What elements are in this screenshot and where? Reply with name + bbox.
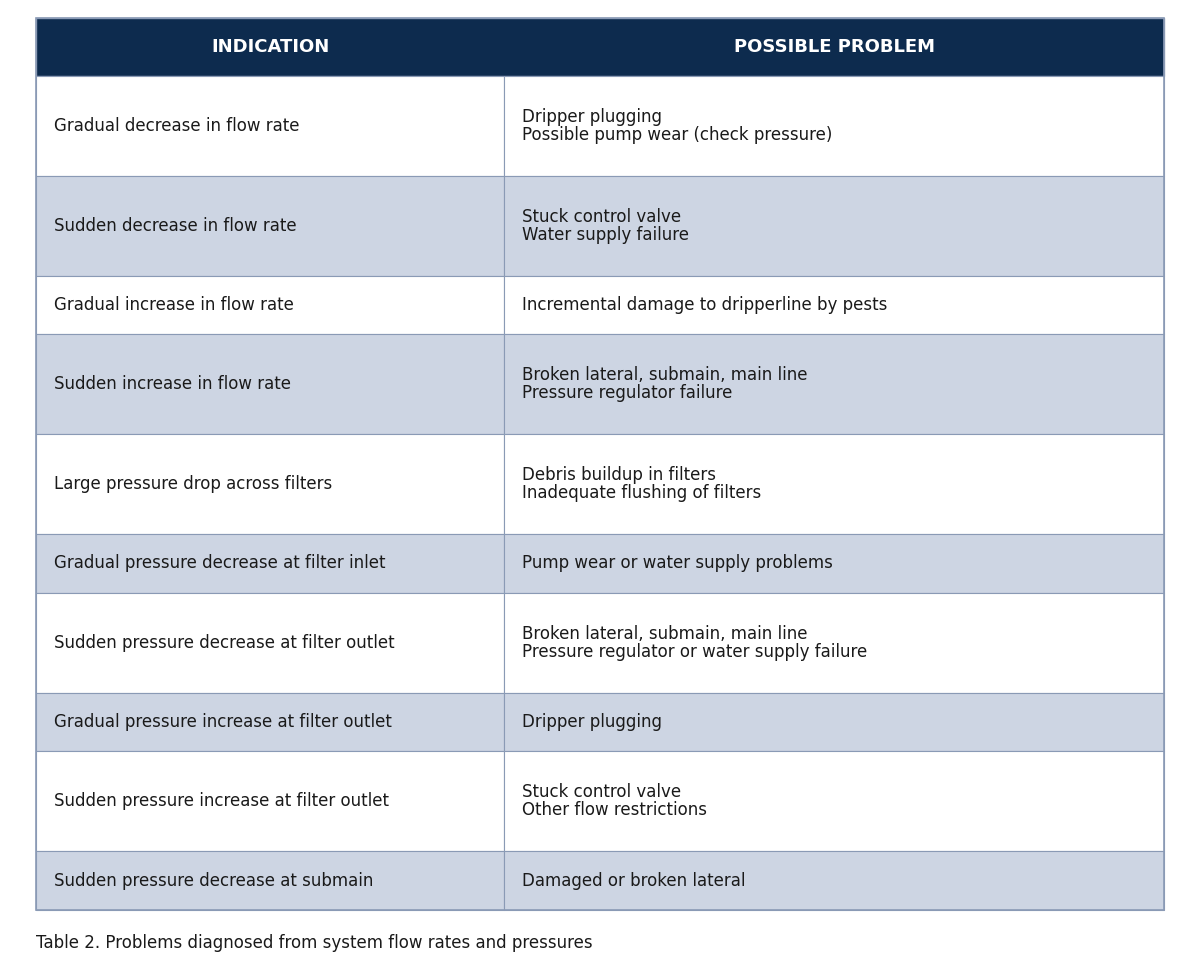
Text: Dripper plugging: Dripper plugging [522, 713, 662, 731]
Text: Sudden pressure decrease at filter outlet: Sudden pressure decrease at filter outle… [54, 634, 395, 652]
Bar [36, 276, 504, 334]
Text: INDICATION: INDICATION [211, 38, 329, 56]
Text: Broken lateral, submain, main line: Broken lateral, submain, main line [522, 366, 808, 385]
Text: Stuck control valve: Stuck control valve [522, 207, 682, 226]
Text: Sudden pressure decrease at submain: Sudden pressure decrease at submain [54, 872, 373, 889]
Text: Sudden pressure increase at filter outlet: Sudden pressure increase at filter outle… [54, 792, 389, 810]
Bar [36, 751, 504, 851]
Text: Pressure regulator failure: Pressure regulator failure [522, 385, 732, 402]
Bar [504, 276, 1164, 334]
Bar [36, 851, 504, 910]
Text: Incremental damage to dripperline by pests: Incremental damage to dripperline by pes… [522, 296, 888, 314]
Text: Sudden decrease in flow rate: Sudden decrease in flow rate [54, 217, 296, 235]
Bar [36, 534, 504, 593]
Text: Table 2. Problems diagnosed from system flow rates and pressures: Table 2. Problems diagnosed from system … [36, 934, 593, 952]
Text: Large pressure drop across filters: Large pressure drop across filters [54, 475, 332, 493]
Text: Possible pump wear (check pressure): Possible pump wear (check pressure) [522, 126, 833, 144]
Text: Dripper plugging: Dripper plugging [522, 108, 662, 126]
Text: Broken lateral, submain, main line: Broken lateral, submain, main line [522, 624, 808, 643]
Bar [504, 593, 1164, 693]
Bar [504, 751, 1164, 851]
Bar [36, 693, 504, 751]
Bar [504, 76, 1164, 176]
Bar [504, 176, 1164, 276]
Text: Gradual increase in flow rate: Gradual increase in flow rate [54, 296, 294, 314]
Text: Debris buildup in filters: Debris buildup in filters [522, 467, 716, 484]
Bar [504, 434, 1164, 534]
Bar [36, 176, 504, 276]
Text: Inadequate flushing of filters: Inadequate flushing of filters [522, 484, 761, 503]
Bar [504, 334, 1164, 434]
Bar [36, 334, 504, 434]
Bar [36, 434, 504, 534]
Text: Gradual pressure increase at filter outlet: Gradual pressure increase at filter outl… [54, 713, 392, 731]
Bar [36, 76, 504, 176]
Bar [36, 18, 1164, 76]
Text: Water supply failure: Water supply failure [522, 226, 689, 244]
Text: Sudden increase in flow rate: Sudden increase in flow rate [54, 375, 292, 393]
Bar [504, 534, 1164, 593]
Bar [36, 593, 504, 693]
Bar [504, 693, 1164, 751]
Text: Pressure regulator or water supply failure: Pressure regulator or water supply failu… [522, 643, 868, 660]
Text: Gradual decrease in flow rate: Gradual decrease in flow rate [54, 117, 300, 135]
Text: Gradual pressure decrease at filter inlet: Gradual pressure decrease at filter inle… [54, 554, 385, 573]
Text: POSSIBLE PROBLEM: POSSIBLE PROBLEM [733, 38, 935, 56]
Text: Pump wear or water supply problems: Pump wear or water supply problems [522, 554, 833, 573]
Text: Stuck control valve: Stuck control valve [522, 783, 682, 802]
Text: Other flow restrictions: Other flow restrictions [522, 802, 707, 819]
Bar [504, 851, 1164, 910]
Text: Damaged or broken lateral: Damaged or broken lateral [522, 872, 745, 889]
